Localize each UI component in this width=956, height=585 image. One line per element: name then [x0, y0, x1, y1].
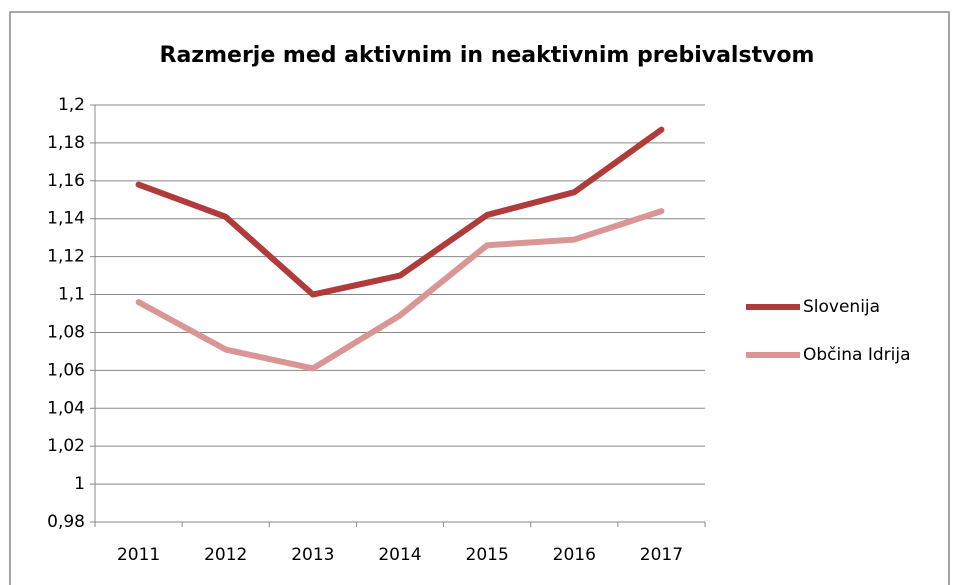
y-tick-label: 1 [74, 474, 85, 494]
x-tick-label: 2014 [378, 545, 421, 565]
y-tick-label: 1,02 [47, 436, 85, 456]
y-tick-label: 1,06 [47, 360, 85, 380]
series-line [135, 126, 665, 298]
x-tick-label: 2015 [466, 545, 509, 565]
y-tick-label: 1,12 [47, 247, 85, 267]
y-tick-label: 1,18 [47, 133, 85, 153]
y-tick-label: 1,14 [47, 209, 85, 229]
y-tick-label: 0,98 [47, 512, 85, 532]
y-tick-label: 1,16 [47, 171, 85, 191]
legend-label: Občina Idrija [803, 345, 911, 365]
x-tick-label: 2013 [291, 545, 334, 565]
x-tick-label: 2017 [640, 545, 683, 565]
x-tick-label: 2016 [553, 545, 596, 565]
x-tick-label: 2012 [204, 545, 247, 565]
y-tick-label: 1,2 [58, 95, 85, 115]
chart-title: Razmerje med aktivnim in neaktivnim preb… [160, 43, 815, 68]
y-tick-label: 1,04 [47, 398, 85, 418]
y-tick-label: 1,08 [47, 322, 85, 342]
legend-label: Slovenija [803, 297, 880, 317]
y-tick-label: 1,1 [58, 285, 85, 305]
chart-border [9, 11, 950, 585]
series-line [135, 208, 665, 372]
x-tick-label: 2011 [117, 545, 160, 565]
